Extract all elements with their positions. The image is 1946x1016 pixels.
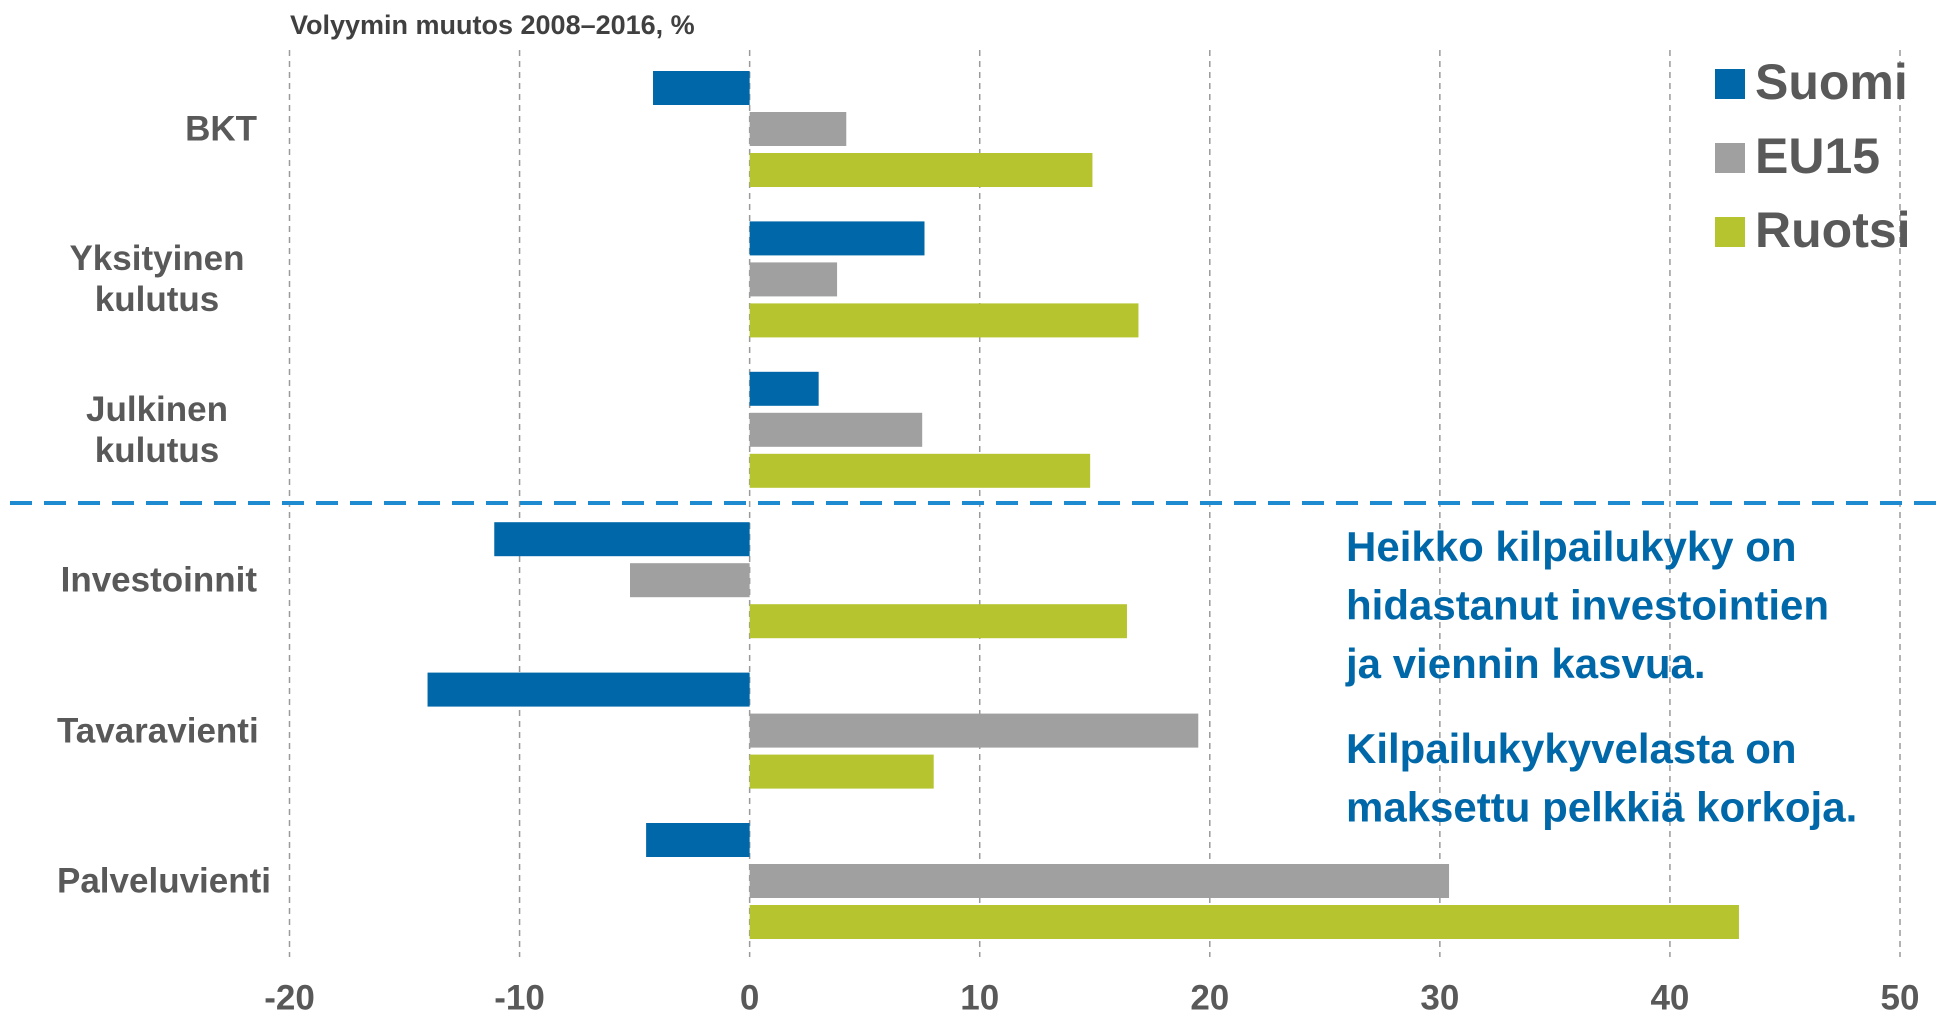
bar — [749, 262, 838, 297]
category-label-box: Yksityinen kulutus — [57, 238, 257, 320]
annotation: hidastanut investointien — [1346, 582, 1829, 629]
legend-swatch — [1715, 69, 1745, 99]
x-tick-label: 50 — [1881, 978, 1920, 1016]
bar — [749, 412, 923, 447]
chart-title: Volyymin muutos 2008–2016, % — [290, 10, 695, 40]
bar — [749, 604, 1127, 639]
y-tick-label: BKT — [185, 109, 257, 149]
legend-label: Ruotsi — [1755, 202, 1911, 258]
category-label-box: Tavaravienti — [57, 710, 259, 751]
x-tick-label: -10 — [494, 978, 545, 1016]
x-tick-label: 20 — [1190, 978, 1229, 1016]
annotation: maksettu pelkkiä korkoja. — [1346, 784, 1857, 831]
bar — [749, 153, 1093, 187]
bar — [427, 672, 750, 707]
bar — [749, 221, 925, 256]
x-tick-label: 40 — [1650, 978, 1689, 1016]
legend-label: EU15 — [1755, 128, 1880, 184]
annotation: Heikko kilpailukyky on — [1346, 523, 1797, 570]
category-label-box: Julkinen kulutus — [57, 389, 257, 471]
x-tick-label: 10 — [960, 978, 999, 1016]
bar — [749, 905, 1739, 939]
legend-label: Suomi — [1755, 54, 1908, 110]
bar — [749, 754, 934, 789]
bar — [749, 453, 1091, 488]
x-tick-label: 30 — [1420, 978, 1459, 1016]
annotation: ja viennin kasvua. — [1345, 640, 1706, 687]
category-label-box: Investoinnit — [61, 560, 257, 601]
category-label-box: Palveluvienti — [57, 861, 271, 902]
annotation: Kilpailukykyvelasta on — [1346, 725, 1797, 772]
legend-swatch — [1715, 217, 1745, 247]
category-label-box: BKT — [185, 109, 257, 150]
y-tick-label: Investoinnit — [60, 560, 257, 600]
x-tick-label: -20 — [264, 978, 315, 1016]
y-tick-label: Yksityinen kulutus — [69, 239, 245, 320]
y-tick-label: Tavaravienti — [57, 711, 259, 751]
bar — [749, 864, 1450, 898]
y-tick-label: Julkinen kulutus — [86, 389, 228, 470]
bar — [749, 112, 847, 146]
legend-swatch — [1715, 143, 1745, 173]
y-tick-label: Palveluvienti — [57, 861, 271, 901]
bar — [653, 71, 750, 105]
bar — [749, 713, 1199, 748]
bar — [646, 823, 750, 857]
bar — [749, 303, 1139, 338]
bar — [749, 371, 819, 406]
x-tick-label: 0 — [740, 978, 759, 1016]
bar — [494, 522, 750, 557]
bar — [630, 563, 750, 598]
